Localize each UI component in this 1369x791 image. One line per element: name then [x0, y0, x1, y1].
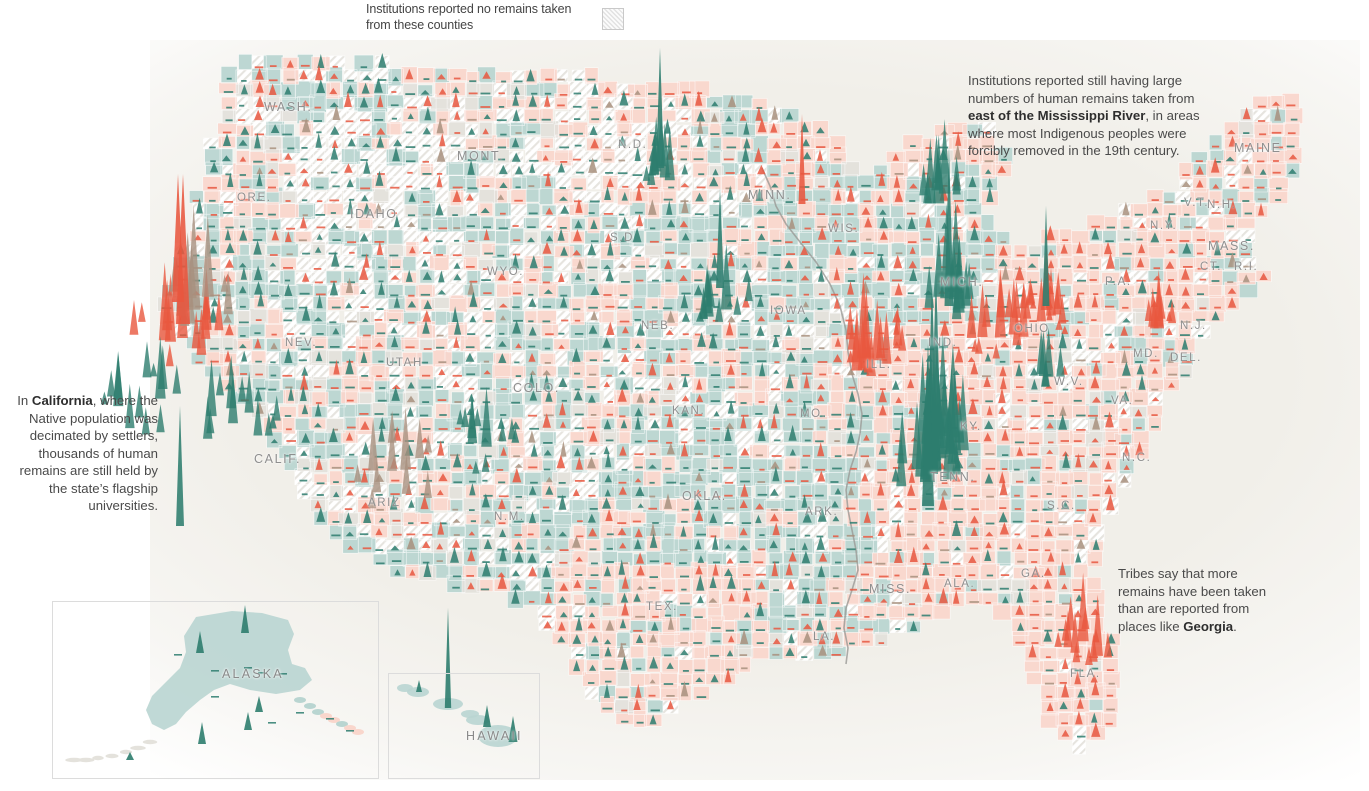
- annotation-california-emphasis: California: [31, 393, 93, 408]
- annotation-mississippi-text: Institutions reported still having large…: [968, 73, 1195, 106]
- inset-alaska: [65, 605, 364, 763]
- annotation-california-text: , where the Native population was decima…: [19, 393, 158, 514]
- annotation-mississippi-text: , in areas where most Indigenous peoples…: [968, 108, 1200, 159]
- inset-hawaii: [397, 608, 518, 747]
- hatched-square-swatch: [602, 8, 624, 30]
- legend: Institutions reported no remains taken f…: [366, 2, 636, 33]
- annotation-mississippi: Institutions reported still having large…: [968, 72, 1220, 160]
- annotation-california-text: In: [17, 393, 32, 408]
- annotation-georgia-text: Tribes say that more remains have been t…: [1118, 566, 1267, 634]
- annotation-georgia-text: .: [1233, 618, 1237, 634]
- annotation-california: In California, where the Native populati…: [4, 392, 158, 515]
- mississippi-river: [761, 167, 863, 665]
- legend-label: Institutions reported no remains taken f…: [366, 2, 572, 32]
- annotation-georgia: Tribes say that more remains have been t…: [1118, 565, 1273, 635]
- annotation-georgia-emphasis: Georgia: [1183, 618, 1234, 634]
- annotation-mississippi-emphasis: east of the Mississippi River: [968, 108, 1146, 124]
